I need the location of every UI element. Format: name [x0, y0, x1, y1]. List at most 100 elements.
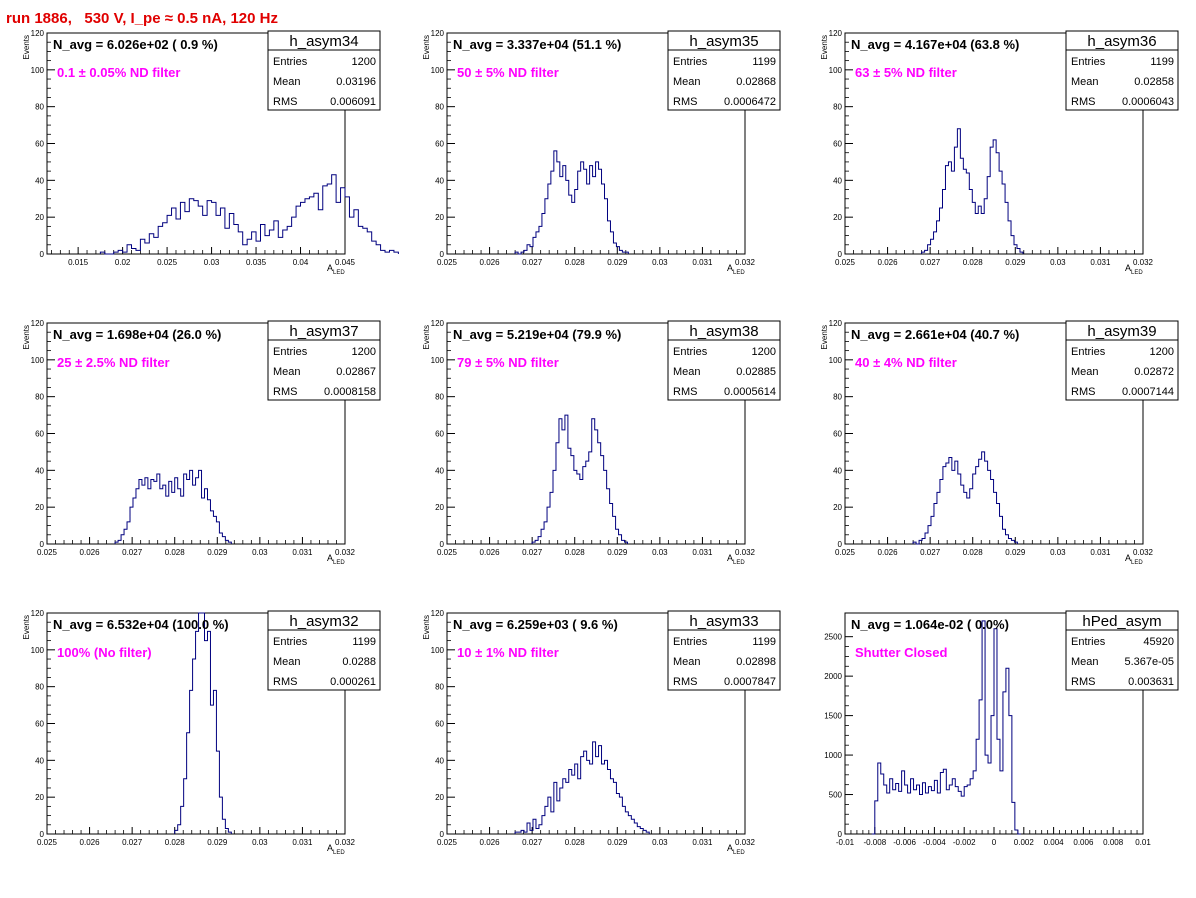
x-tick-label: 0.03 [204, 258, 220, 267]
y-tick-label: 60 [435, 430, 444, 439]
stats-value: 1200 [352, 346, 376, 358]
y-axis-label: Events [422, 325, 431, 349]
stats-box [1065, 629, 1179, 691]
histogram-title: h_asym33 [689, 613, 758, 630]
y-tick-label: 80 [35, 103, 44, 112]
y-tick-label: 500 [829, 791, 843, 800]
x-tick-label: 0.026 [480, 548, 501, 557]
x-tick-label: 0.008 [1103, 838, 1124, 847]
y-tick-label: 80 [35, 393, 44, 402]
x-tick-label: 0.031 [292, 838, 313, 847]
x-tick-label: 0.026 [878, 548, 899, 557]
stats-label: RMS [273, 96, 297, 108]
y-tick-label: 40 [35, 176, 44, 185]
stats-label: Entries [273, 346, 308, 358]
x-tick-label: 0.029 [1005, 548, 1026, 557]
x-tick-label: 0.002 [1014, 838, 1035, 847]
x-tick-label: 0.03 [252, 838, 268, 847]
stats-box [267, 629, 381, 691]
stats-label: Entries [1071, 636, 1106, 648]
y-tick-label: 0 [440, 830, 445, 839]
y-tick-label: 80 [833, 103, 842, 112]
histogram-svg: 0 20 40 60 80 100 120 0.025 0.026 0.027 0.028 0.029… [422, 29, 781, 276]
x-tick-label: 0.02 [115, 258, 131, 267]
histogram-svg: 0 20 40 60 80 100 120 0.025 0.026 0.027 0.028 0.029… [422, 319, 781, 566]
y-tick-label: 0 [838, 250, 843, 259]
x-tick-label: 0.029 [607, 258, 628, 267]
histogram-title: h_asym32 [289, 613, 358, 630]
y-tick-label: 60 [435, 140, 444, 149]
filter-annotation: 40 ± 4% ND filter [855, 355, 957, 370]
y-tick-label: 20 [833, 213, 842, 222]
x-tick-label: 0.029 [1005, 258, 1026, 267]
stats-value: 0.03196 [336, 76, 376, 88]
y-tick-label: 100 [829, 356, 843, 365]
histogram-panel-h_asym38: 0 20 40 60 80 100 120 0.025 0.026 0.027 0.028 0.029… [400, 318, 798, 608]
histogram-series [99, 174, 399, 255]
stats-label: Mean [673, 76, 701, 88]
histogram-series [514, 150, 629, 255]
y-tick-label: 100 [31, 66, 45, 75]
n-avg-label: N_avg = 2.661e+04 (40.7 %) [851, 327, 1019, 342]
filter-annotation: 10 ± 1% ND filter [457, 645, 559, 660]
y-tick-label: 20 [35, 503, 44, 512]
y-tick-label: 120 [829, 29, 843, 38]
histogram-title: h_asym37 [289, 323, 358, 340]
y-tick-label: 20 [435, 503, 444, 512]
histogram-panel-h_asym35: 0 20 40 60 80 100 120 0.025 0.026 0.027 0.028 0.029… [400, 28, 798, 318]
y-tick-label: 20 [833, 503, 842, 512]
n-avg-label: N_avg = 4.167e+04 (63.8 %) [851, 37, 1019, 52]
x-tick-label: 0.04 [293, 258, 309, 267]
stats-value: 1199 [752, 56, 776, 68]
x-tick-label: -0.004 [923, 838, 946, 847]
histogram-title: h_asym39 [1087, 323, 1156, 340]
x-tick-label: 0.029 [607, 548, 628, 557]
stats-label: RMS [673, 96, 697, 108]
y-tick-label: 2000 [824, 672, 842, 681]
n-avg-label: N_avg = 1.064e-02 ( 0.0%) [851, 617, 1009, 632]
filter-annotation: 100% (No filter) [57, 645, 152, 660]
x-tick-label: 0.029 [607, 838, 628, 847]
y-tick-label: 40 [833, 466, 842, 475]
x-tick-label: 0.028 [165, 548, 186, 557]
y-tick-label: 0 [40, 250, 45, 259]
y-tick-label: 100 [431, 356, 445, 365]
run-title: run 1886, 530 V, I_pe ≈ 0.5 nA, 120 Hz [6, 10, 278, 27]
y-tick-label: 0 [838, 540, 843, 549]
histogram-series [514, 741, 650, 834]
stats-box [1065, 49, 1179, 111]
stats-value: 0.0007144 [1122, 386, 1174, 398]
histogram-svg: 0 20 40 60 80 100 120 0.025 0.026 0.027 0.028 0.029… [22, 319, 381, 566]
x-tick-label: 0.006 [1073, 838, 1094, 847]
histogram-series [871, 620, 1021, 835]
x-tick-label: 0.025 [437, 258, 458, 267]
y-tick-label: 0 [838, 830, 843, 839]
y-axis-label: Events [820, 35, 829, 59]
x-tick-label: 0.03 [652, 548, 668, 557]
x-tick-label: 0.026 [80, 548, 101, 557]
stats-value: 1200 [752, 346, 776, 358]
stats-value: 1199 [352, 636, 376, 648]
x-tick-label: 0.032 [335, 548, 356, 557]
y-tick-label: 2500 [824, 633, 842, 642]
y-tick-label: 0 [440, 250, 445, 259]
stats-label: Mean [1071, 366, 1099, 378]
stats-box [1065, 339, 1179, 401]
y-tick-label: 120 [31, 29, 45, 38]
histogram-svg: 0 20 40 60 80 100 120 0.025 0.026 0.027 0.028 0.029… [422, 609, 781, 856]
histogram-panel-h_asym33: 0 20 40 60 80 100 120 0.025 0.026 0.027 0.028 0.029… [400, 608, 798, 898]
y-axis-label: Events [422, 35, 431, 59]
y-tick-label: 80 [435, 103, 444, 112]
x-tick-label: 0.032 [735, 838, 756, 847]
x-tick-label: 0.025 [835, 258, 856, 267]
x-tick-label: 0.031 [692, 258, 713, 267]
y-tick-label: 60 [435, 720, 444, 729]
x-tick-label: 0.027 [122, 838, 143, 847]
histogram-series [921, 128, 1024, 254]
x-tick-label: 0.031 [692, 838, 713, 847]
y-tick-label: 40 [35, 756, 44, 765]
stats-label: RMS [1071, 676, 1095, 688]
stats-value: 0.02867 [336, 366, 376, 378]
stats-value: 0.0007847 [724, 676, 776, 688]
y-tick-label: 80 [435, 683, 444, 692]
